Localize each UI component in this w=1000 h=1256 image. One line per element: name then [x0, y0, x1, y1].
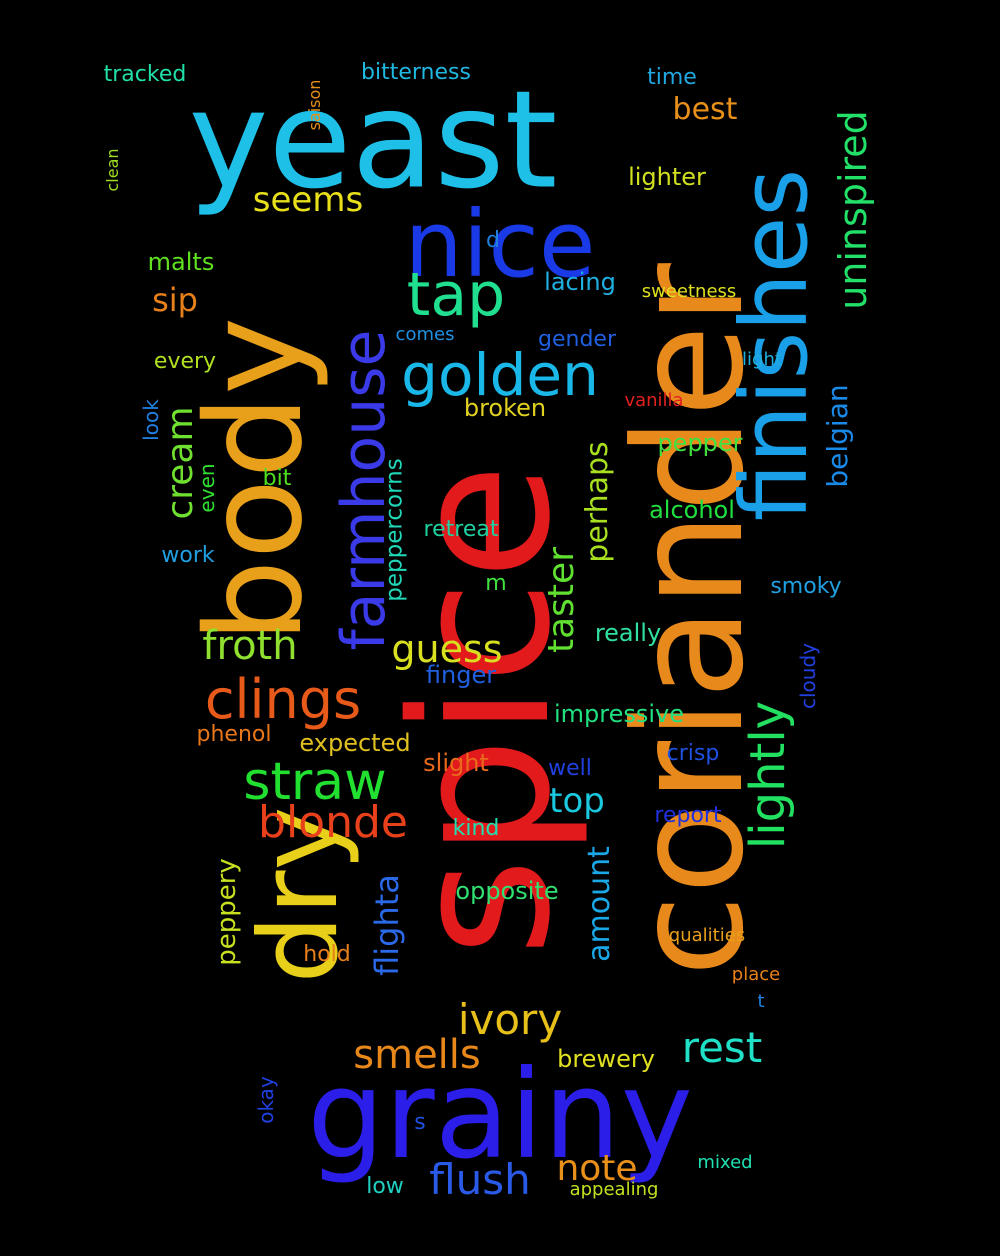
word-even: even [195, 463, 219, 513]
word-place: place [731, 964, 781, 985]
word-look: look [139, 399, 163, 441]
word-perhaps: perhaps [580, 441, 615, 563]
word-finishes: finishes [721, 168, 828, 522]
word-belgian: belgian [821, 384, 854, 488]
word-lighter: lighter [628, 163, 706, 191]
word-slight: slight [423, 749, 489, 777]
word-report: report [654, 803, 722, 828]
word-flush: flush [429, 1155, 531, 1204]
word-smells: smells [353, 1032, 481, 1078]
word-s: s [414, 1110, 426, 1135]
word-every: every [153, 349, 217, 374]
word-yeast: yeast [188, 61, 558, 219]
word-seems: seems [252, 180, 364, 220]
word-cloudy: cloudy [796, 643, 820, 709]
word-mixed: mixed [697, 1152, 753, 1173]
word-m: m [485, 571, 507, 596]
word-bitterness: bitterness [361, 60, 471, 85]
word-golden: golden [401, 341, 599, 409]
word-finger: finger [425, 661, 497, 689]
word-kind: kind [452, 816, 500, 841]
word-phenol: phenol [196, 722, 272, 747]
word-top: top [549, 781, 605, 821]
word-gender: gender [538, 327, 616, 352]
word-clings: clings [204, 668, 362, 731]
word-guess: guess [391, 627, 503, 671]
word-pepper: pepper [657, 429, 743, 457]
word-bit: bit [262, 466, 292, 491]
word-really: really [594, 619, 662, 647]
word-lacing: lacing [544, 268, 616, 296]
word-broken: broken [463, 394, 547, 422]
word-t: t [757, 991, 765, 1012]
word-smoky: smoky [770, 574, 842, 599]
word-comes: comes [395, 324, 455, 345]
word-peppery: peppery [212, 858, 242, 966]
word-appealing: appealing [569, 1179, 659, 1200]
word-low: low [366, 1174, 404, 1199]
word-taster: taster [541, 547, 582, 653]
word-okay: okay [254, 1076, 278, 1124]
word-tap: tap [406, 260, 506, 330]
word-hold: hold [303, 942, 351, 967]
word-blonde: blonde [258, 797, 408, 848]
word-time: time [647, 65, 697, 90]
word-qualities: qualities [668, 925, 746, 946]
word-crisp: crisp [666, 741, 720, 766]
word-rest: rest [681, 1023, 763, 1072]
word-ivory: ivory [457, 995, 563, 1044]
word-peppercorns: peppercorns [381, 458, 408, 602]
word-grainy: grainy [307, 1044, 693, 1186]
word-brewery: brewery [557, 1045, 655, 1073]
word-well: well [548, 756, 592, 781]
word-light: light [742, 349, 782, 370]
word-straw: straw [243, 752, 387, 812]
word-sweetness: sweetness [641, 281, 737, 302]
word-clean: clean [103, 148, 122, 192]
word-work: work [161, 543, 215, 568]
word-impressive: impressive [553, 700, 685, 728]
word-retreat: retreat [423, 517, 499, 542]
word-nice: nice [404, 191, 596, 298]
word-lightly: lightly [740, 700, 796, 850]
word-amount: amount [582, 846, 617, 962]
word-alcohol: alcohol [649, 496, 735, 524]
word-d: d [486, 228, 500, 253]
word-saison: saison [305, 79, 324, 131]
word-opposite: opposite [455, 877, 559, 905]
word-uninspired: uninspired [831, 110, 875, 310]
word-cream: cream [160, 406, 201, 520]
word-note: note [556, 1148, 638, 1189]
word-froth: froth [202, 623, 298, 669]
word-flighta: flighta [368, 874, 406, 976]
word-best: best [672, 92, 738, 127]
word-malts: malts [147, 248, 215, 276]
word-tracked: tracked [103, 62, 187, 87]
word-vanilla: vanilla [624, 390, 684, 411]
word-expected: expected [299, 729, 411, 757]
word-sip: sip [152, 281, 198, 319]
